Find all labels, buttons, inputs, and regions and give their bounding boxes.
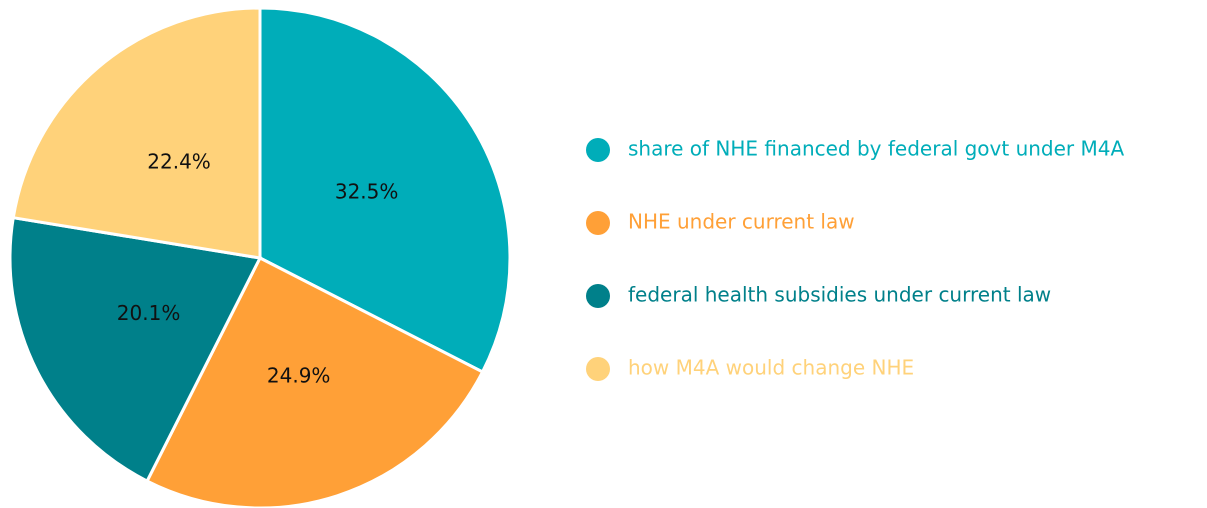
slice-label: 20.1% [117,301,181,325]
pie-slice [145,255,485,508]
pie-slice [8,215,263,484]
slice-label: 32.5% [335,179,399,203]
pie-slice [258,6,512,374]
legend-label: share of NHE financed by federal govt un… [628,137,1124,161]
pie-slice [11,6,262,260]
legend-label: federal health subsidies under current l… [628,283,1051,307]
slice-label: 24.9% [267,363,331,387]
legend-marker [586,357,610,381]
legend-marker [586,211,610,235]
legend-marker [586,284,610,308]
legend-label: how M4A would change NHE [628,356,914,380]
legend-marker [586,138,610,162]
slice-label: 22.4% [147,149,211,173]
legend-label: NHE under current law [628,210,855,234]
